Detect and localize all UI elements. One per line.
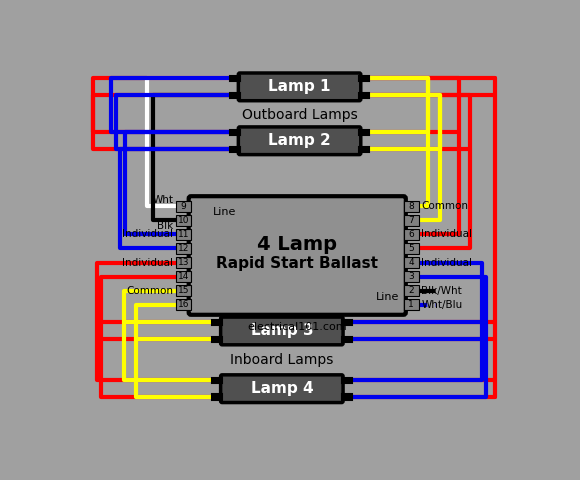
Text: 5: 5 xyxy=(408,244,414,253)
Text: 4 Lamp: 4 Lamp xyxy=(258,235,337,254)
Text: Inboard Lamps: Inboard Lamps xyxy=(230,352,334,367)
Bar xyxy=(212,337,222,342)
Text: 14: 14 xyxy=(177,272,189,281)
Bar xyxy=(176,243,191,254)
Bar xyxy=(359,76,369,81)
Bar xyxy=(176,257,191,268)
Text: 13: 13 xyxy=(177,258,189,267)
Text: 3: 3 xyxy=(408,272,414,281)
Text: Rapid Start Ballast: Rapid Start Ballast xyxy=(216,256,378,271)
Bar xyxy=(342,378,351,383)
Bar xyxy=(176,229,191,240)
Text: 2: 2 xyxy=(408,286,414,295)
Bar xyxy=(359,146,369,152)
Bar xyxy=(404,215,419,226)
Bar xyxy=(230,146,240,152)
FancyBboxPatch shape xyxy=(220,317,343,345)
Bar xyxy=(404,229,419,240)
Bar xyxy=(176,300,191,310)
Bar xyxy=(176,201,191,212)
Text: Outboard Lamps: Outboard Lamps xyxy=(242,108,357,122)
Bar xyxy=(404,271,419,282)
Text: 7: 7 xyxy=(408,216,414,225)
Bar xyxy=(230,130,240,135)
Bar xyxy=(212,320,222,325)
FancyBboxPatch shape xyxy=(238,73,361,101)
Text: Wht/Blu: Wht/Blu xyxy=(421,300,462,310)
Text: 6: 6 xyxy=(408,230,414,239)
Bar xyxy=(176,215,191,226)
Text: 11: 11 xyxy=(177,230,189,239)
FancyBboxPatch shape xyxy=(238,127,361,155)
Text: Lamp 4: Lamp 4 xyxy=(251,381,313,396)
Bar xyxy=(342,320,351,325)
Bar xyxy=(230,76,240,81)
Bar xyxy=(359,130,369,135)
Bar xyxy=(404,285,419,296)
Text: Lamp 3: Lamp 3 xyxy=(251,324,313,338)
Text: Common: Common xyxy=(421,201,468,211)
Bar xyxy=(230,93,240,98)
FancyBboxPatch shape xyxy=(188,196,406,315)
Text: 4: 4 xyxy=(408,258,414,267)
Bar xyxy=(404,201,419,212)
Bar xyxy=(176,271,191,282)
Bar xyxy=(404,243,419,254)
Text: Individual: Individual xyxy=(421,229,472,240)
FancyBboxPatch shape xyxy=(220,375,343,403)
Bar xyxy=(359,93,369,98)
Text: electrical101.com: electrical101.com xyxy=(248,322,347,332)
Text: 12: 12 xyxy=(177,244,189,253)
Bar xyxy=(212,378,222,383)
Bar xyxy=(404,300,419,310)
Text: Lamp 1: Lamp 1 xyxy=(269,79,331,95)
Text: Line: Line xyxy=(376,292,400,302)
Text: 1: 1 xyxy=(408,300,414,309)
Text: Common: Common xyxy=(126,286,173,296)
Text: 10: 10 xyxy=(177,216,189,225)
Bar xyxy=(342,337,351,342)
Text: Individual: Individual xyxy=(122,258,173,267)
Bar xyxy=(404,257,419,268)
Text: 8: 8 xyxy=(408,202,414,211)
Text: Blk/Wht: Blk/Wht xyxy=(421,286,462,296)
Text: Individual: Individual xyxy=(421,258,472,267)
Text: 15: 15 xyxy=(177,286,189,295)
Bar xyxy=(342,395,351,400)
Text: Lamp 2: Lamp 2 xyxy=(268,133,331,148)
Bar xyxy=(212,395,222,400)
Text: Individual: Individual xyxy=(122,229,173,240)
Text: Line: Line xyxy=(212,207,236,217)
Text: Blk: Blk xyxy=(157,221,173,231)
Bar xyxy=(176,285,191,296)
Text: Wht: Wht xyxy=(153,195,173,205)
Text: 9: 9 xyxy=(180,202,186,211)
Text: 16: 16 xyxy=(177,300,189,309)
